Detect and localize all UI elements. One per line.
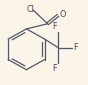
Text: O: O xyxy=(59,10,66,19)
Text: Cl: Cl xyxy=(27,5,35,14)
Text: F: F xyxy=(52,64,57,73)
Text: F: F xyxy=(52,22,57,31)
Text: F: F xyxy=(73,43,78,52)
